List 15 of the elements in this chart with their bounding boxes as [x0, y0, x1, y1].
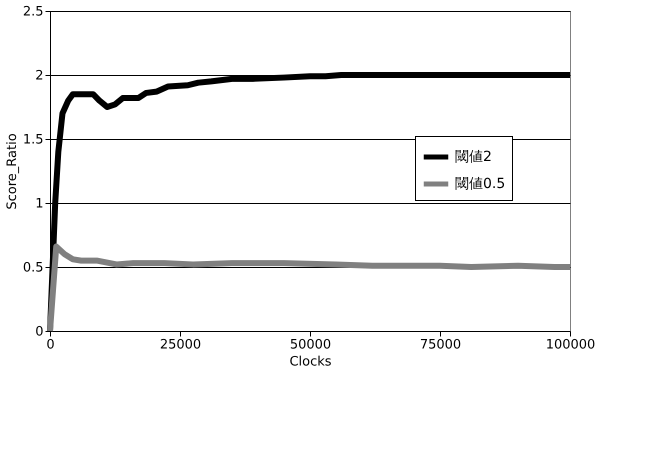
legend-label: 閾値0.5 [455, 176, 506, 192]
x-tick-label: 50000 [290, 338, 332, 352]
x-tick-label: 100000 [546, 338, 596, 352]
x-tick-label: 0 [46, 338, 55, 352]
y-tick-label: 0 [35, 324, 44, 340]
x-axis-title: Clocks [289, 354, 332, 370]
y-tick-label: 1.5 [22, 132, 44, 148]
y-tick-label: 2 [35, 68, 44, 84]
y-tick-label: 1 [35, 196, 44, 212]
y-tick-label: 2.5 [22, 4, 44, 20]
x-tick-label: 75000 [420, 338, 462, 352]
y-axis-title: Score_Ratio [4, 133, 20, 210]
y-tick-label: 0.5 [22, 260, 44, 276]
x-tick-label: 25000 [160, 338, 202, 352]
legend-label: 閾値2 [455, 149, 492, 165]
